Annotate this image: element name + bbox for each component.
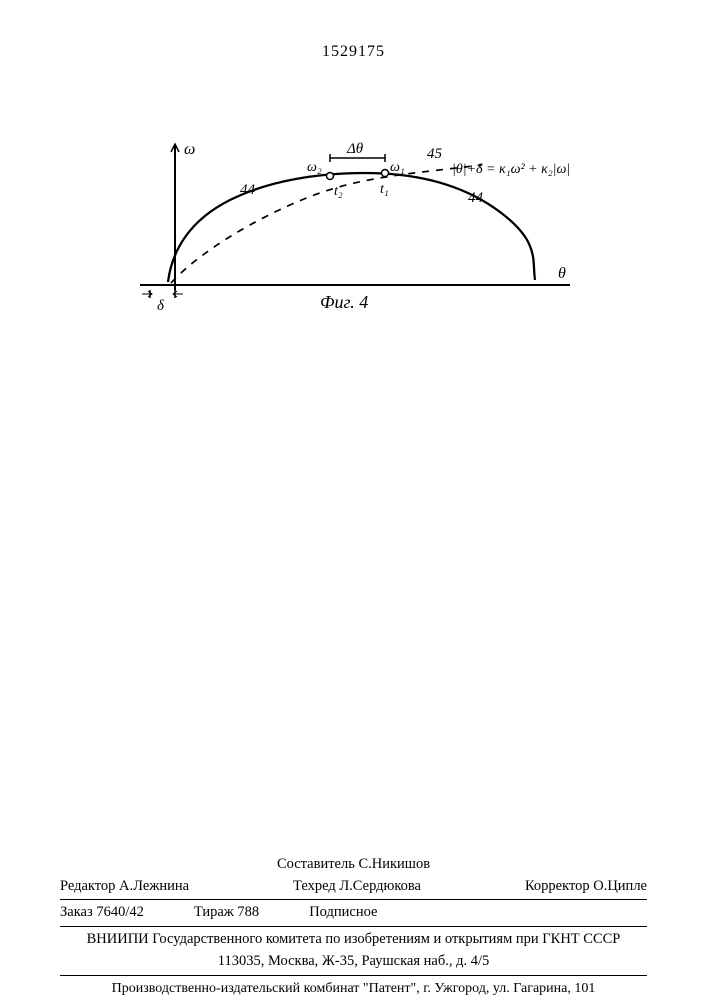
page: 1529175 ω [0, 0, 707, 1000]
curve-45 [171, 165, 482, 283]
curve44-label-left: 44 [240, 182, 256, 198]
figure-4: ω θ δ Δθ ω₂ ω₁ t₂ t₁ 44 44 45 |θ|+δ = κ₁… [130, 130, 590, 350]
editor-name: Редактор А.Лежнина [60, 877, 189, 897]
w2-label: ω₂ [307, 160, 322, 175]
divider-3 [60, 975, 647, 976]
order-number: Заказ 7640/42 [60, 903, 144, 923]
x-axis-label: θ [558, 265, 566, 282]
formula-label: |θ|+δ = κ₁ω² + κ₂|ω| [452, 162, 570, 177]
figure-caption: Фиг. 4 [320, 292, 368, 313]
divider-2 [60, 926, 647, 927]
document-number: 1529175 [0, 43, 707, 61]
institute-line-1: ВНИИПИ Государственного комитета по изоб… [60, 930, 647, 950]
figure-svg: ω θ δ Δθ ω₂ ω₁ t₂ t₁ 44 44 45 |θ|+δ = κ₁… [130, 130, 590, 350]
divider-1 [60, 899, 647, 900]
credits-row: Редактор А.Лежнина Техред Л.Сердюкова Ко… [60, 877, 647, 897]
techred-name: Техред Л.Сердюкова [293, 877, 421, 897]
w1-label: ω₁ [390, 160, 405, 175]
imprint-block: Составитель С.Никишов Редактор А.Лежнина… [60, 855, 647, 999]
t2-label: t₂ [334, 184, 343, 199]
printer-line: Производственно-издательский комбинат "П… [60, 980, 647, 999]
delta-label: δ [157, 298, 165, 314]
subscription: Подписное [309, 903, 377, 923]
institute-line-2: 113035, Москва, Ж-35, Раушская наб., д. … [60, 952, 647, 972]
curve45-label: 45 [427, 146, 443, 162]
corrector-name: Корректор О.Ципле [525, 877, 647, 897]
order-row: Заказ 7640/42 Тираж 788 Подписное [60, 903, 647, 923]
marker-w2 [327, 173, 334, 180]
y-axis-label: ω [184, 141, 195, 158]
curve44-label-right: 44 [468, 190, 484, 206]
marker-w1 [382, 170, 389, 177]
circulation: Тираж 788 [194, 903, 259, 923]
t1-label: t₁ [380, 182, 389, 197]
delta-theta-label: Δθ [346, 141, 364, 157]
compiler-line: Составитель С.Никишов [60, 855, 647, 875]
